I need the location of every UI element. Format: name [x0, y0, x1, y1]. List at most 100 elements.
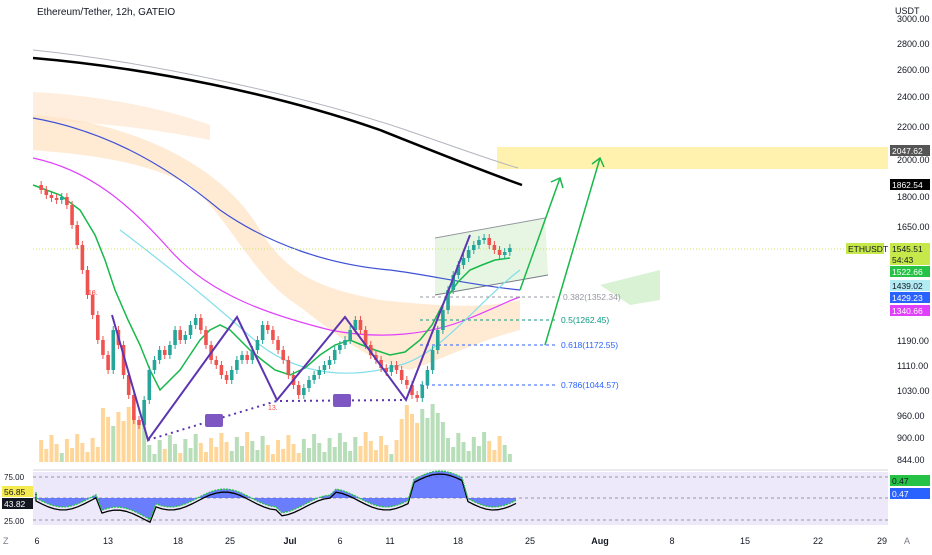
candle-body [265, 325, 270, 330]
candle-body [250, 350, 255, 360]
candle-body [132, 395, 136, 420]
price-tick: 1030.00 [897, 386, 930, 396]
badge-magenta-bg [890, 305, 930, 316]
osc-right-top: 0.47 [892, 476, 909, 486]
candle-body [235, 360, 239, 370]
volume-bar [64, 439, 69, 462]
volume-bar [70, 448, 75, 462]
candle-body [121, 345, 126, 375]
date-tick: 25 [525, 536, 535, 546]
volume-bar [178, 453, 183, 462]
candle-body [461, 258, 466, 265]
candle-body [173, 330, 177, 345]
pattern-marker-right[interactable] [333, 394, 351, 407]
volume-bar [214, 447, 219, 462]
candle-body [302, 388, 306, 395]
volume-bar [471, 437, 476, 462]
ma-grey-line [32, 49, 519, 169]
volume-bar [198, 443, 203, 462]
price-tick: 2000.00 [897, 155, 930, 165]
ichimoku-cloud-future [600, 270, 660, 305]
projection-arrowhead-2 [591, 156, 605, 168]
date-axis[interactable]: 6 13 18 25 Jul 6 11 18 25 Aug 8 15 22 29 [34, 536, 887, 546]
candle-body [430, 350, 435, 370]
candle-body [456, 265, 461, 275]
candle-body [142, 400, 146, 425]
volume-bar [203, 452, 208, 462]
badge-resistance-bg [890, 145, 930, 156]
auto-scale-corner[interactable]: A [904, 536, 910, 546]
volume-bar [152, 454, 157, 462]
price-tick: 2800.00 [897, 39, 930, 49]
badge-ma-black-bg [890, 179, 930, 190]
candle-body [379, 360, 383, 368]
date-tick: 8 [669, 536, 674, 546]
fib-label: 0.618(1172.55) [561, 340, 618, 350]
osc-left-bottom-bg [2, 498, 33, 509]
volume-bar [379, 436, 384, 462]
volume-bar [296, 453, 301, 462]
candle-body [482, 238, 486, 240]
volume-bar [250, 441, 255, 462]
date-tick: 18 [453, 536, 463, 546]
candle-body [307, 380, 311, 388]
osc-right-bottom-bg [890, 488, 930, 499]
candle-body [106, 355, 110, 370]
volume-bar [147, 445, 152, 462]
price-tick: 844.00 [897, 455, 925, 465]
volume-bar [265, 445, 270, 462]
volume-bar [49, 435, 54, 462]
candle-body [332, 350, 337, 360]
volume-bar [451, 447, 456, 462]
candle-body [363, 330, 368, 345]
badge-symbol: ETHUSDT [848, 244, 888, 254]
candle-body [152, 360, 157, 370]
badge-blue: 1429.23 [892, 293, 923, 303]
candle-body [322, 365, 327, 370]
candle-body [183, 335, 188, 340]
price-tick: 1650.00 [897, 222, 930, 232]
candle-body [389, 365, 394, 372]
volume-bar [312, 434, 317, 462]
ichimoku-cloud [33, 115, 520, 370]
candle-body [348, 330, 352, 340]
volume-bar [80, 443, 85, 462]
candle-body [204, 330, 208, 345]
resistance-zone[interactable] [497, 147, 888, 169]
candle-body [255, 340, 260, 350]
candle-body [245, 355, 249, 360]
osc-left-bottom: 43.82 [4, 499, 26, 509]
candle-body [296, 385, 301, 395]
volume-bar [126, 407, 131, 462]
candle-body [271, 330, 275, 340]
badge-last-price: 1545.51 [892, 244, 923, 254]
volume-bar [446, 438, 451, 462]
volume-bar [162, 449, 167, 462]
candles[interactable] [39, 181, 512, 429]
volume-bar [425, 418, 430, 462]
badge-magenta: 1340.66 [892, 306, 923, 316]
volume-bar [131, 416, 136, 462]
candle-body [219, 365, 224, 375]
volume-bar [106, 417, 111, 462]
volume-bar [404, 405, 409, 462]
badge-light-blue: 1439.02 [892, 281, 923, 291]
candle-body [276, 340, 280, 350]
candle-body [338, 345, 342, 350]
candle-body [317, 370, 322, 375]
date-tick: 6 [34, 536, 39, 546]
volume-bar [492, 450, 497, 462]
volume-bar [420, 409, 425, 462]
pattern-marker-left[interactable] [205, 414, 223, 427]
badge-ma-black: 1862.54 [892, 180, 923, 190]
candle-body [157, 350, 162, 360]
candle-body [229, 370, 234, 380]
channel-upper [434, 217, 546, 239]
date-tick: 11 [385, 536, 394, 546]
volume-bar [502, 445, 507, 462]
candle-body [327, 360, 332, 365]
volume-bar [363, 432, 368, 462]
timezone-corner[interactable]: Z [3, 536, 9, 546]
price-axis[interactable]: 3000.00 2800.00 2600.00 2400.00 2200.00 2000.… [897, 14, 930, 465]
